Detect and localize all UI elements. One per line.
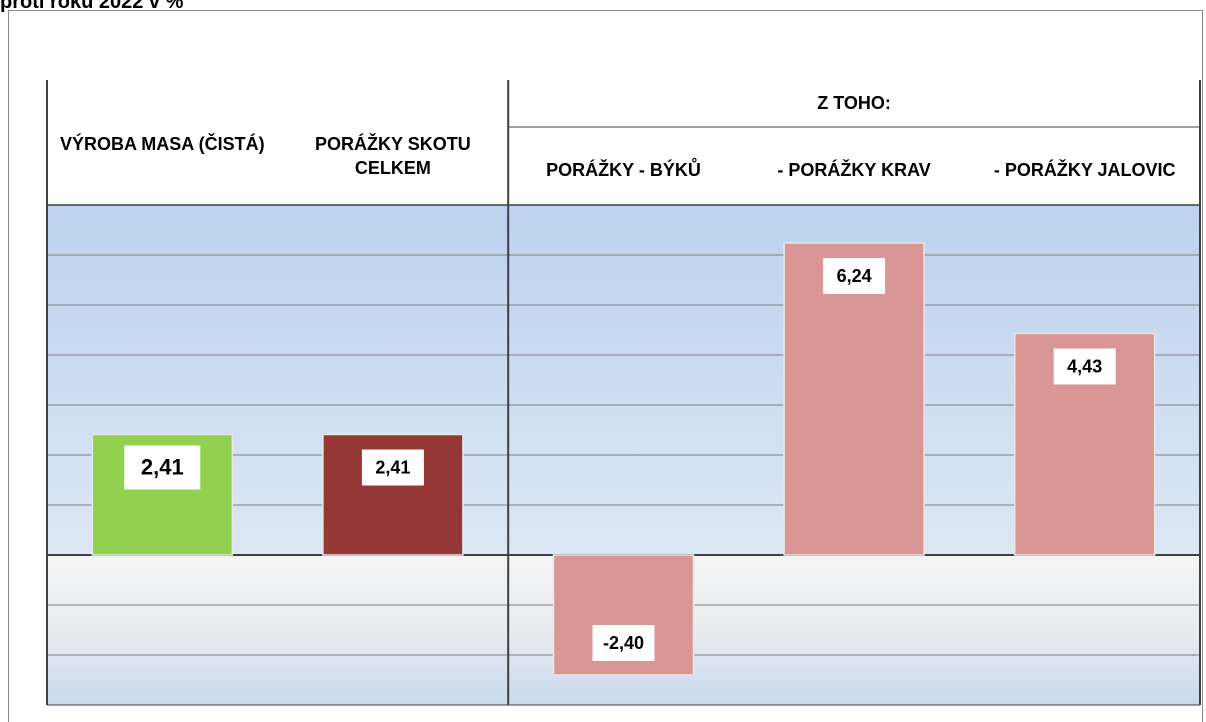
- value-label-box: [592, 625, 655, 661]
- value-label: 4,43: [1067, 356, 1102, 376]
- x-tick-label: - PORÁŽKY KRAV: [777, 160, 931, 180]
- value-label: 6,24: [837, 266, 872, 286]
- x-tick-label: VÝROBA MASA (ČISTÁ): [59, 134, 265, 154]
- x-tick-label: PORÁŽKY SKOTU CELKEM: [315, 134, 471, 178]
- value-label-box: [1053, 348, 1116, 385]
- value-label: 2,41: [375, 457, 410, 477]
- chart-title: proti roku 2022 v %: [0, 0, 184, 13]
- value-label: -2,40: [603, 633, 644, 653]
- frame: [8, 10, 1203, 722]
- plot-bg-top: [47, 205, 1200, 555]
- value-label-box: [823, 258, 886, 294]
- value-label: 2,41: [141, 454, 184, 479]
- value-label-box: [124, 445, 201, 490]
- x-tick-label: - PORÁŽKY JALOVIC: [993, 160, 1176, 180]
- bar: [91, 433, 234, 556]
- x-tick-label: PORÁŽKY - BÝKŮ: [546, 160, 701, 180]
- bar: [783, 242, 925, 556]
- value-label-box: [361, 449, 424, 486]
- group-label: Z TOHO:: [817, 93, 891, 113]
